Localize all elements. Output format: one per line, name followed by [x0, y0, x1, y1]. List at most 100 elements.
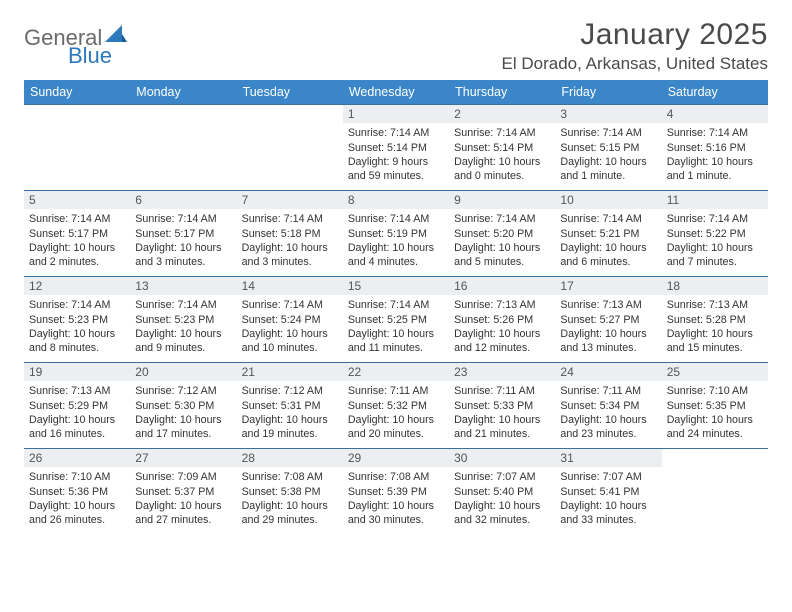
- calendar-table: SundayMondayTuesdayWednesdayThursdayFrid…: [24, 80, 768, 535]
- day-info: Sunrise: 7:14 AMSunset: 5:23 PMDaylight:…: [130, 295, 236, 357]
- day-number: 19: [24, 363, 130, 381]
- calendar-cell: 28Sunrise: 7:08 AMSunset: 5:38 PMDayligh…: [237, 449, 343, 535]
- day-header: Sunday: [24, 80, 130, 105]
- calendar-cell: 22Sunrise: 7:11 AMSunset: 5:32 PMDayligh…: [343, 363, 449, 449]
- calendar-body: 1Sunrise: 7:14 AMSunset: 5:14 PMDaylight…: [24, 105, 768, 535]
- day-number: 23: [449, 363, 555, 381]
- page: General Blue January 2025 El Dorado, Ark…: [0, 0, 792, 535]
- day-info: Sunrise: 7:14 AMSunset: 5:17 PMDaylight:…: [130, 209, 236, 271]
- day-info: Sunrise: 7:14 AMSunset: 5:23 PMDaylight:…: [24, 295, 130, 357]
- calendar-week-row: 26Sunrise: 7:10 AMSunset: 5:36 PMDayligh…: [24, 449, 768, 535]
- calendar-cell: 30Sunrise: 7:07 AMSunset: 5:40 PMDayligh…: [449, 449, 555, 535]
- calendar-cell: 7Sunrise: 7:14 AMSunset: 5:18 PMDaylight…: [237, 191, 343, 277]
- day-info: Sunrise: 7:10 AMSunset: 5:35 PMDaylight:…: [662, 381, 768, 443]
- day-number: 17: [555, 277, 661, 295]
- day-info: Sunrise: 7:10 AMSunset: 5:36 PMDaylight:…: [24, 467, 130, 529]
- day-header: Wednesday: [343, 80, 449, 105]
- day-info: Sunrise: 7:09 AMSunset: 5:37 PMDaylight:…: [130, 467, 236, 529]
- calendar-week-row: 12Sunrise: 7:14 AMSunset: 5:23 PMDayligh…: [24, 277, 768, 363]
- calendar-cell: 8Sunrise: 7:14 AMSunset: 5:19 PMDaylight…: [343, 191, 449, 277]
- day-info: Sunrise: 7:11 AMSunset: 5:32 PMDaylight:…: [343, 381, 449, 443]
- day-number: 28: [237, 449, 343, 467]
- header: General Blue January 2025 El Dorado, Ark…: [24, 18, 768, 74]
- calendar-cell: 31Sunrise: 7:07 AMSunset: 5:41 PMDayligh…: [555, 449, 661, 535]
- calendar-cell: [130, 105, 236, 191]
- calendar-cell: 15Sunrise: 7:14 AMSunset: 5:25 PMDayligh…: [343, 277, 449, 363]
- day-info: Sunrise: 7:14 AMSunset: 5:14 PMDaylight:…: [343, 123, 449, 185]
- calendar-cell: [24, 105, 130, 191]
- day-info: Sunrise: 7:13 AMSunset: 5:26 PMDaylight:…: [449, 295, 555, 357]
- day-info: Sunrise: 7:14 AMSunset: 5:15 PMDaylight:…: [555, 123, 661, 185]
- day-info: Sunrise: 7:12 AMSunset: 5:31 PMDaylight:…: [237, 381, 343, 443]
- day-number: 3: [555, 105, 661, 123]
- calendar-cell: 25Sunrise: 7:10 AMSunset: 5:35 PMDayligh…: [662, 363, 768, 449]
- day-number: 24: [555, 363, 661, 381]
- day-info: Sunrise: 7:07 AMSunset: 5:40 PMDaylight:…: [449, 467, 555, 529]
- day-info: Sunrise: 7:08 AMSunset: 5:38 PMDaylight:…: [237, 467, 343, 529]
- calendar-cell: [237, 105, 343, 191]
- day-header: Monday: [130, 80, 236, 105]
- day-number: 1: [343, 105, 449, 123]
- calendar-cell: 26Sunrise: 7:10 AMSunset: 5:36 PMDayligh…: [24, 449, 130, 535]
- day-number: 12: [24, 277, 130, 295]
- title-block: January 2025 El Dorado, Arkansas, United…: [502, 18, 768, 74]
- day-number: 31: [555, 449, 661, 467]
- day-header: Tuesday: [237, 80, 343, 105]
- calendar-week-row: 19Sunrise: 7:13 AMSunset: 5:29 PMDayligh…: [24, 363, 768, 449]
- calendar-cell: 16Sunrise: 7:13 AMSunset: 5:26 PMDayligh…: [449, 277, 555, 363]
- calendar-cell: 13Sunrise: 7:14 AMSunset: 5:23 PMDayligh…: [130, 277, 236, 363]
- day-number: 2: [449, 105, 555, 123]
- calendar-cell: 12Sunrise: 7:14 AMSunset: 5:23 PMDayligh…: [24, 277, 130, 363]
- day-info: Sunrise: 7:14 AMSunset: 5:24 PMDaylight:…: [237, 295, 343, 357]
- calendar-cell: 24Sunrise: 7:11 AMSunset: 5:34 PMDayligh…: [555, 363, 661, 449]
- calendar-cell: 4Sunrise: 7:14 AMSunset: 5:16 PMDaylight…: [662, 105, 768, 191]
- calendar-cell: 2Sunrise: 7:14 AMSunset: 5:14 PMDaylight…: [449, 105, 555, 191]
- day-info: Sunrise: 7:11 AMSunset: 5:33 PMDaylight:…: [449, 381, 555, 443]
- day-number: 7: [237, 191, 343, 209]
- day-number: 13: [130, 277, 236, 295]
- day-number: 15: [343, 277, 449, 295]
- calendar-cell: 18Sunrise: 7:13 AMSunset: 5:28 PMDayligh…: [662, 277, 768, 363]
- calendar-cell: [662, 449, 768, 535]
- brand-logo: General Blue: [24, 18, 127, 67]
- calendar-cell: 6Sunrise: 7:14 AMSunset: 5:17 PMDaylight…: [130, 191, 236, 277]
- calendar-header-row: SundayMondayTuesdayWednesdayThursdayFrid…: [24, 80, 768, 105]
- day-number: 27: [130, 449, 236, 467]
- day-info: Sunrise: 7:14 AMSunset: 5:18 PMDaylight:…: [237, 209, 343, 271]
- day-number: 6: [130, 191, 236, 209]
- day-info: Sunrise: 7:14 AMSunset: 5:17 PMDaylight:…: [24, 209, 130, 271]
- day-number: 26: [24, 449, 130, 467]
- calendar-cell: 19Sunrise: 7:13 AMSunset: 5:29 PMDayligh…: [24, 363, 130, 449]
- day-header: Friday: [555, 80, 661, 105]
- day-info: Sunrise: 7:13 AMSunset: 5:29 PMDaylight:…: [24, 381, 130, 443]
- calendar-cell: 3Sunrise: 7:14 AMSunset: 5:15 PMDaylight…: [555, 105, 661, 191]
- day-info: Sunrise: 7:14 AMSunset: 5:21 PMDaylight:…: [555, 209, 661, 271]
- calendar-cell: 11Sunrise: 7:14 AMSunset: 5:22 PMDayligh…: [662, 191, 768, 277]
- day-number: 21: [237, 363, 343, 381]
- calendar-cell: 9Sunrise: 7:14 AMSunset: 5:20 PMDaylight…: [449, 191, 555, 277]
- day-header: Thursday: [449, 80, 555, 105]
- day-number: 11: [662, 191, 768, 209]
- brand-word-blue: Blue: [68, 45, 112, 67]
- day-info: Sunrise: 7:13 AMSunset: 5:27 PMDaylight:…: [555, 295, 661, 357]
- day-number: 16: [449, 277, 555, 295]
- brand-logo-text: General Blue: [24, 24, 127, 67]
- day-info: Sunrise: 7:14 AMSunset: 5:25 PMDaylight:…: [343, 295, 449, 357]
- day-info: Sunrise: 7:14 AMSunset: 5:20 PMDaylight:…: [449, 209, 555, 271]
- day-number: 18: [662, 277, 768, 295]
- day-number: 29: [343, 449, 449, 467]
- calendar-cell: 17Sunrise: 7:13 AMSunset: 5:27 PMDayligh…: [555, 277, 661, 363]
- day-info: Sunrise: 7:13 AMSunset: 5:28 PMDaylight:…: [662, 295, 768, 357]
- calendar-cell: 27Sunrise: 7:09 AMSunset: 5:37 PMDayligh…: [130, 449, 236, 535]
- day-number: 14: [237, 277, 343, 295]
- calendar-cell: 5Sunrise: 7:14 AMSunset: 5:17 PMDaylight…: [24, 191, 130, 277]
- day-info: Sunrise: 7:11 AMSunset: 5:34 PMDaylight:…: [555, 381, 661, 443]
- calendar-cell: 14Sunrise: 7:14 AMSunset: 5:24 PMDayligh…: [237, 277, 343, 363]
- calendar-cell: 1Sunrise: 7:14 AMSunset: 5:14 PMDaylight…: [343, 105, 449, 191]
- day-number: 8: [343, 191, 449, 209]
- day-info: Sunrise: 7:14 AMSunset: 5:14 PMDaylight:…: [449, 123, 555, 185]
- day-number: 20: [130, 363, 236, 381]
- day-number: 22: [343, 363, 449, 381]
- day-number: 30: [449, 449, 555, 467]
- day-number: 5: [24, 191, 130, 209]
